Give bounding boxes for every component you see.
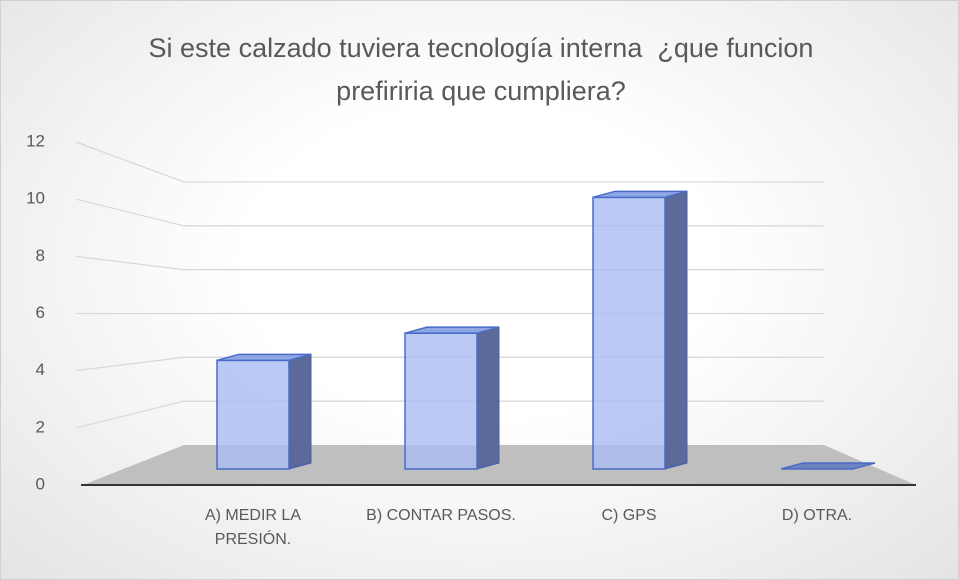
- bar-top: [592, 190, 688, 199]
- bar-top: [216, 353, 312, 362]
- bar-side: [476, 326, 500, 470]
- grid-line: [75, 255, 824, 271]
- x-tick-label: D) OTRA.: [781, 507, 853, 524]
- y-tick-label: 4: [36, 360, 45, 379]
- x-tick-label: A) MEDIR LA PRESIÓN.: [204, 507, 301, 548]
- bar-top: [780, 462, 876, 470]
- bar-front: [404, 332, 478, 470]
- bar: [404, 326, 500, 470]
- y-tick-label: 2: [36, 417, 45, 436]
- bar-front: [216, 359, 290, 470]
- y-tick-label: 6: [36, 303, 45, 322]
- chart-title: Si este calzado tuviera tecnología inter…: [148, 33, 821, 106]
- bar: [216, 353, 312, 470]
- bar-front: [592, 196, 666, 470]
- bar: [780, 462, 876, 470]
- x-tick-label: B) CONTAR PASOS.: [366, 507, 516, 524]
- bar-top: [404, 326, 500, 334]
- grid-line: [75, 198, 824, 227]
- bar-side: [664, 190, 688, 470]
- bar: [592, 190, 688, 470]
- y-tick-label: 0: [36, 474, 45, 493]
- y-tick-label: 10: [26, 189, 45, 208]
- grid-line: [75, 141, 824, 183]
- bar-side: [288, 353, 312, 470]
- y-tick-label: 8: [36, 246, 45, 265]
- x-tick-label: C) GPS: [601, 507, 657, 524]
- y-tick-label: 12: [26, 131, 45, 150]
